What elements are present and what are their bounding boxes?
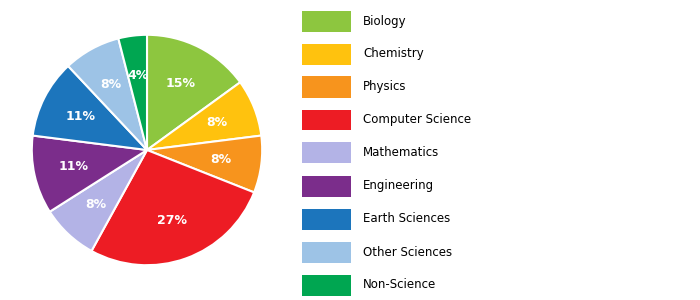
FancyBboxPatch shape xyxy=(302,76,351,98)
Wedge shape xyxy=(33,66,147,150)
Wedge shape xyxy=(147,136,262,192)
Wedge shape xyxy=(147,82,261,150)
Text: 8%: 8% xyxy=(206,116,228,129)
Text: Mathematics: Mathematics xyxy=(363,146,440,160)
Text: 8%: 8% xyxy=(100,78,122,91)
FancyBboxPatch shape xyxy=(302,142,351,164)
Text: 11%: 11% xyxy=(65,110,95,122)
Text: Earth Sciences: Earth Sciences xyxy=(363,212,450,226)
FancyBboxPatch shape xyxy=(302,11,351,32)
Text: Chemistry: Chemistry xyxy=(363,47,424,61)
Text: Other Sciences: Other Sciences xyxy=(363,245,452,259)
Wedge shape xyxy=(92,150,254,265)
Text: Non-Science: Non-Science xyxy=(363,278,436,292)
Text: 4%: 4% xyxy=(127,69,148,82)
Wedge shape xyxy=(118,35,147,150)
Text: 11%: 11% xyxy=(59,160,89,173)
FancyBboxPatch shape xyxy=(302,176,351,197)
FancyBboxPatch shape xyxy=(302,44,351,64)
Wedge shape xyxy=(147,35,240,150)
Wedge shape xyxy=(50,150,147,251)
Text: 27%: 27% xyxy=(158,214,188,227)
Text: 8%: 8% xyxy=(85,198,106,211)
FancyBboxPatch shape xyxy=(302,110,351,130)
FancyBboxPatch shape xyxy=(302,274,351,296)
FancyBboxPatch shape xyxy=(302,242,351,262)
Text: Computer Science: Computer Science xyxy=(363,113,471,127)
FancyBboxPatch shape xyxy=(302,208,351,230)
Text: Engineering: Engineering xyxy=(363,179,434,193)
Text: Physics: Physics xyxy=(363,80,407,94)
Text: 15%: 15% xyxy=(166,77,196,90)
Text: 8%: 8% xyxy=(211,153,232,166)
Wedge shape xyxy=(32,136,147,212)
Text: Biology: Biology xyxy=(363,14,407,28)
Wedge shape xyxy=(68,38,147,150)
